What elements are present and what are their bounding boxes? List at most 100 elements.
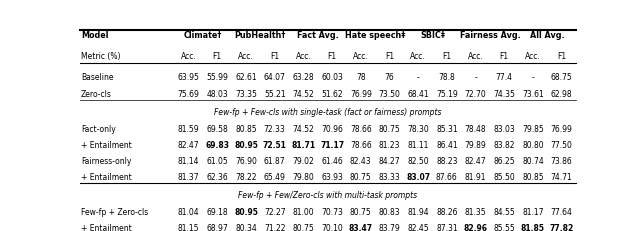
Text: 88.23: 88.23 <box>436 157 458 166</box>
Text: 74.52: 74.52 <box>292 125 314 134</box>
Text: 82.96: 82.96 <box>463 223 488 231</box>
Text: 81.15: 81.15 <box>178 223 199 231</box>
Text: 82.47: 82.47 <box>178 141 200 150</box>
Text: 69.18: 69.18 <box>207 207 228 216</box>
Text: 81.04: 81.04 <box>178 207 200 216</box>
Text: 80.34: 80.34 <box>235 223 257 231</box>
Text: 72.33: 72.33 <box>264 125 285 134</box>
Text: 83.82: 83.82 <box>493 141 515 150</box>
Text: 88.26: 88.26 <box>436 207 458 216</box>
Text: 81.37: 81.37 <box>178 173 200 182</box>
Text: 82.43: 82.43 <box>350 157 372 166</box>
Text: 86.25: 86.25 <box>493 157 515 166</box>
Text: 80.95: 80.95 <box>234 207 258 216</box>
Text: 80.80: 80.80 <box>522 141 544 150</box>
Text: 85.50: 85.50 <box>493 173 515 182</box>
Text: 82.50: 82.50 <box>407 157 429 166</box>
Text: 85.31: 85.31 <box>436 125 458 134</box>
Text: 81.00: 81.00 <box>292 207 314 216</box>
Text: 65.49: 65.49 <box>264 173 285 182</box>
Text: 76: 76 <box>385 73 394 82</box>
Text: 55.21: 55.21 <box>264 90 285 99</box>
Text: 60.03: 60.03 <box>321 73 343 82</box>
Text: Acc.: Acc. <box>180 52 196 61</box>
Text: Acc.: Acc. <box>296 52 311 61</box>
Text: 80.75: 80.75 <box>350 207 372 216</box>
Text: 68.41: 68.41 <box>407 90 429 99</box>
Text: -: - <box>532 73 534 82</box>
Text: 61.05: 61.05 <box>207 157 228 166</box>
Text: 82.45: 82.45 <box>407 223 429 231</box>
Text: 75.19: 75.19 <box>436 90 458 99</box>
Text: 69.83: 69.83 <box>205 141 229 150</box>
Text: 51.62: 51.62 <box>321 90 343 99</box>
Text: 76.99: 76.99 <box>550 125 573 134</box>
Text: 63.95: 63.95 <box>178 73 200 82</box>
Text: 77.4: 77.4 <box>496 73 513 82</box>
Text: 83.79: 83.79 <box>379 223 401 231</box>
Text: 78.8: 78.8 <box>438 73 455 82</box>
Text: F1: F1 <box>328 52 337 61</box>
Text: 78.66: 78.66 <box>350 125 372 134</box>
Text: 69.58: 69.58 <box>207 125 228 134</box>
Text: 83.47: 83.47 <box>349 223 373 231</box>
Text: 80.75: 80.75 <box>350 173 372 182</box>
Text: Few-fp + Zero-cls: Few-fp + Zero-cls <box>81 207 148 216</box>
Text: Acc.: Acc. <box>238 52 254 61</box>
Text: 80.85: 80.85 <box>235 125 257 134</box>
Text: + Entailment: + Entailment <box>81 223 132 231</box>
Text: 70.96: 70.96 <box>321 125 343 134</box>
Text: 80.83: 80.83 <box>379 207 400 216</box>
Text: Climate†: Climate† <box>184 31 222 40</box>
Text: 81.11: 81.11 <box>408 141 429 150</box>
Text: F1: F1 <box>442 52 451 61</box>
Text: 72.70: 72.70 <box>465 90 486 99</box>
Text: 81.14: 81.14 <box>178 157 199 166</box>
Text: 81.17: 81.17 <box>522 207 544 216</box>
Text: 73.86: 73.86 <box>551 157 573 166</box>
Text: 85.55: 85.55 <box>493 223 515 231</box>
Text: 63.28: 63.28 <box>292 73 314 82</box>
Text: 78.22: 78.22 <box>236 173 257 182</box>
Text: 63.93: 63.93 <box>321 173 343 182</box>
Text: 81.71: 81.71 <box>291 141 316 150</box>
Text: Hate speech‡: Hate speech‡ <box>345 31 405 40</box>
Text: 80.95: 80.95 <box>234 141 258 150</box>
Text: 61.46: 61.46 <box>321 157 343 166</box>
Text: + Entailment: + Entailment <box>81 173 132 182</box>
Text: Acc.: Acc. <box>410 52 426 61</box>
Text: 80.74: 80.74 <box>522 157 544 166</box>
Text: Fact Avg.: Fact Avg. <box>297 31 339 40</box>
Text: F1: F1 <box>557 52 566 61</box>
Text: F1: F1 <box>385 52 394 61</box>
Text: All Avg.: All Avg. <box>530 31 564 40</box>
Text: 74.35: 74.35 <box>493 90 515 99</box>
Text: Fairness Avg.: Fairness Avg. <box>460 31 520 40</box>
Text: 62.98: 62.98 <box>551 90 572 99</box>
Text: 87.31: 87.31 <box>436 223 458 231</box>
Text: 73.35: 73.35 <box>235 90 257 99</box>
Text: 84.27: 84.27 <box>379 157 400 166</box>
Text: 81.94: 81.94 <box>407 207 429 216</box>
Text: 62.61: 62.61 <box>235 73 257 82</box>
Text: 75.69: 75.69 <box>178 90 200 99</box>
Text: 80.85: 80.85 <box>522 173 544 182</box>
Text: 73.50: 73.50 <box>378 90 401 99</box>
Text: 82.47: 82.47 <box>465 157 486 166</box>
Text: 87.66: 87.66 <box>436 173 458 182</box>
Text: 74.71: 74.71 <box>551 173 573 182</box>
Text: 79.02: 79.02 <box>292 157 314 166</box>
Text: 76.90: 76.90 <box>235 157 257 166</box>
Text: Fact-only: Fact-only <box>81 125 116 134</box>
Text: 81.59: 81.59 <box>178 125 200 134</box>
Text: Acc.: Acc. <box>525 52 541 61</box>
Text: 77.64: 77.64 <box>550 207 573 216</box>
Text: 72.27: 72.27 <box>264 207 285 216</box>
Text: 80.75: 80.75 <box>292 223 314 231</box>
Text: Acc.: Acc. <box>353 52 369 61</box>
Text: 78.66: 78.66 <box>350 141 372 150</box>
Text: 68.75: 68.75 <box>551 73 573 82</box>
Text: 81.23: 81.23 <box>379 141 400 150</box>
Text: 71.17: 71.17 <box>320 141 344 150</box>
Text: 76.99: 76.99 <box>350 90 372 99</box>
